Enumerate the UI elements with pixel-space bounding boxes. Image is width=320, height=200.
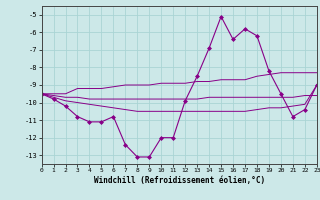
X-axis label: Windchill (Refroidissement éolien,°C): Windchill (Refroidissement éolien,°C)	[94, 176, 265, 185]
